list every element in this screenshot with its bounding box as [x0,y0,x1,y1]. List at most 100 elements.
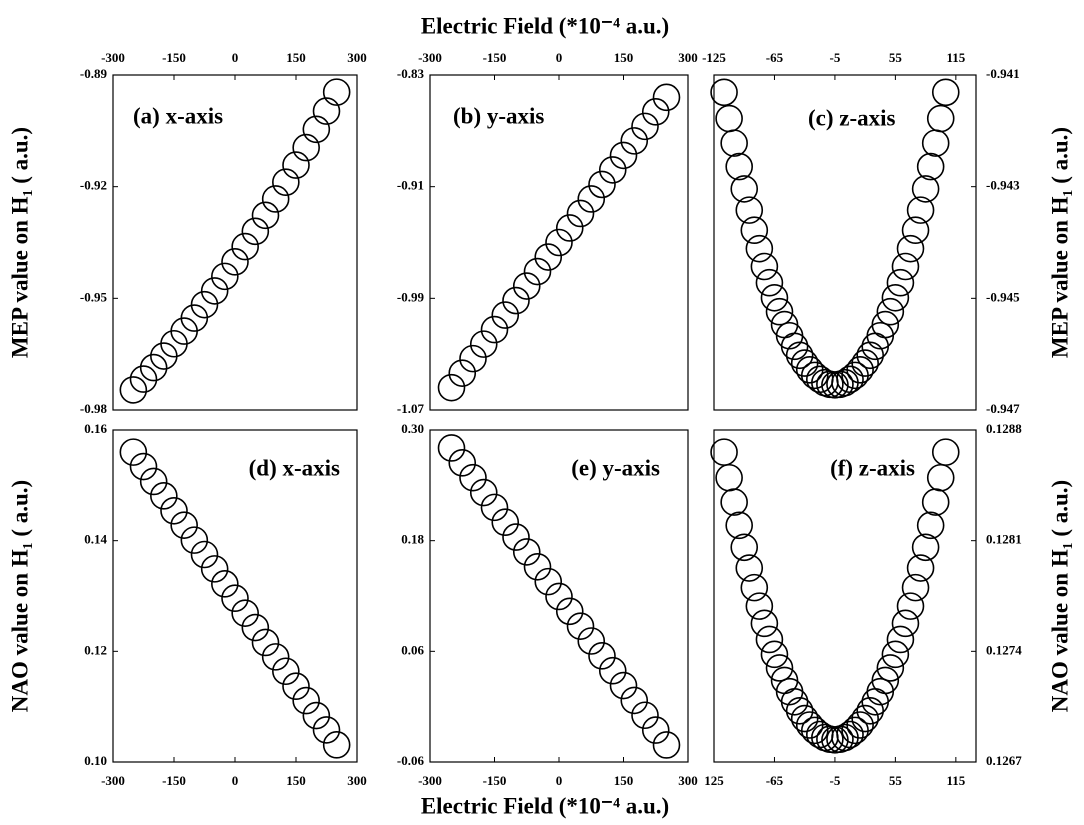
data-point [836,720,864,749]
data-point [926,463,955,492]
data-point [906,554,935,582]
x-tick-label: -150 [483,773,507,788]
panel-title: (a) x-axis [133,103,223,128]
panel-title: (b) y-axis [453,103,544,128]
y-tick-label: -0.06 [397,753,425,768]
data-point [588,170,616,199]
data-point [836,365,864,394]
data-point [491,508,520,537]
data-point [931,438,960,466]
x-tick-label: 125 [704,773,724,788]
x-tick-label: 150 [614,50,634,65]
data-point [282,672,310,700]
data-point [292,133,320,162]
panel-title: (f) z-axis [830,455,915,480]
data-point [896,592,925,620]
x-axis-label: Electric Field (*10⁻⁴ a.u.) [421,793,669,818]
data-point [448,359,477,387]
data-point [523,257,552,286]
data-point [631,112,659,141]
x-tick-label: -65 [766,50,784,65]
data-point [491,301,520,329]
data-point [480,315,509,344]
data-point [800,361,829,390]
data-point [609,671,638,700]
data-point [745,234,774,263]
data-point [555,597,584,626]
data-point [261,185,290,213]
data-point [785,696,814,725]
data-point [272,657,300,686]
data-point [755,625,784,654]
plot-frame [713,74,977,411]
data-point [710,78,738,107]
data-point [785,341,814,370]
y-axis-label: MEP value on H₁ ( a.u.) [7,127,32,358]
data-point [745,592,774,620]
data-point [480,493,509,522]
data-point [641,716,670,744]
y-tick-label: 0.1288 [986,421,1022,436]
y-tick-label: -0.947 [986,401,1020,416]
x-tick-label: 0 [556,773,563,788]
x-tick-label: 0 [232,773,239,788]
data-point [735,554,764,582]
data-point [800,716,829,745]
data-point [876,297,905,326]
x-tick-label: -150 [162,773,186,788]
x-tick-label: -150 [483,50,507,65]
data-point [750,252,779,281]
data-point [871,666,900,695]
y-axis-label: NAO value on H₁ ( a.u.) [1047,480,1072,712]
data-point [911,175,940,203]
y-tick-label: 0.10 [84,753,107,768]
data-point [886,268,915,297]
data-point [710,438,738,466]
data-point [241,217,270,246]
x-tick-label: 300 [347,773,367,788]
data-point [846,355,874,384]
data-point [180,526,209,554]
data-point [221,248,249,276]
data-point [139,353,168,382]
data-point [652,83,681,112]
x-tick-label: -300 [101,50,125,65]
data-point [545,582,573,611]
data-point [891,252,920,281]
data-point [735,196,764,224]
y-axis-label: MEP value on H₁ ( a.u.) [1047,127,1072,358]
x-tick-label: -150 [162,50,186,65]
x-axis-label: Electric Field (*10⁻⁴ a.u.) [421,13,669,38]
y-tick-label: 0.30 [401,421,424,436]
data-point [119,438,148,466]
data-point [534,567,563,596]
data-point [502,286,530,315]
data-point [512,272,541,300]
y-tick-label: -1.07 [397,401,425,416]
data-point [740,573,769,602]
data-point [730,533,759,562]
data-point [821,726,849,754]
data-point [588,642,616,670]
y-tick-label: -0.945 [986,289,1020,304]
data-point [502,523,530,551]
data-point [652,731,681,759]
panel-title: (e) y-axis [571,455,660,480]
data-point [906,196,935,224]
data-point [211,262,239,291]
data-point [750,609,779,638]
panel-title: (c) z-axis [808,105,896,130]
data-point [211,570,239,598]
x-tick-label: -5 [830,773,841,788]
data-point [261,643,290,671]
data-point [221,584,249,613]
x-tick-label: 300 [678,773,698,788]
data-point [795,711,824,739]
y-tick-label: -0.943 [986,178,1020,193]
data-point [760,283,789,312]
data-point [251,201,280,230]
data-point [740,216,769,245]
x-tick-label: -300 [418,773,442,788]
data-point [231,599,259,627]
x-tick-label: 300 [678,50,698,65]
